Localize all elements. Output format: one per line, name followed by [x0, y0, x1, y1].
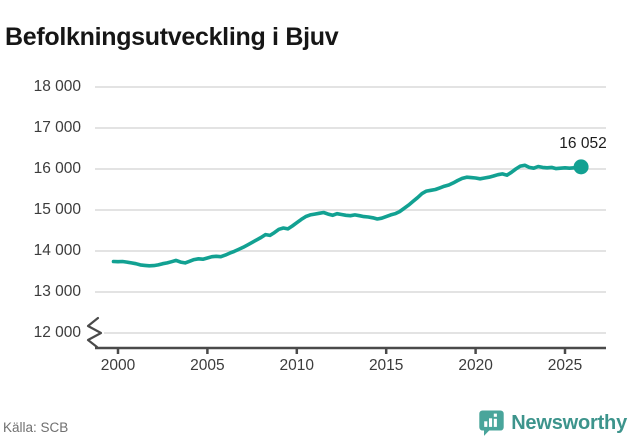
- source-label: Källa: SCB: [3, 420, 69, 435]
- brand-logo: Newsworthy: [478, 409, 627, 437]
- y-tick-label: 14 000: [33, 242, 81, 259]
- y-tick-label: 13 000: [33, 283, 81, 300]
- end-point-marker: [573, 159, 589, 175]
- x-tick-label: 2005: [190, 357, 225, 374]
- x-tick-label: 2025: [547, 357, 583, 374]
- x-tick-label: 2000: [100, 357, 136, 374]
- chart-title: Befolkningsutveckling i Bjuv: [5, 22, 339, 51]
- brand-wordmark: Newsworthy: [511, 411, 627, 434]
- x-tick-label: 2010: [279, 357, 315, 374]
- y-tick-label: 15 000: [33, 201, 81, 218]
- y-tick-label: 17 000: [33, 119, 81, 136]
- y-tick-label: 18 000: [33, 78, 81, 95]
- newsworthy-chart-bubble-icon: [479, 410, 504, 436]
- x-tick-label: 2015: [368, 357, 404, 374]
- y-tick-label: 16 000: [33, 160, 81, 177]
- end-value-label: 16 052: [559, 135, 607, 152]
- y-tick-label: 12 000: [33, 324, 81, 341]
- population-line: [111, 163, 583, 268]
- x-tick-label: 2020: [458, 357, 493, 374]
- axis-break-squiggle-icon: [86, 316, 103, 349]
